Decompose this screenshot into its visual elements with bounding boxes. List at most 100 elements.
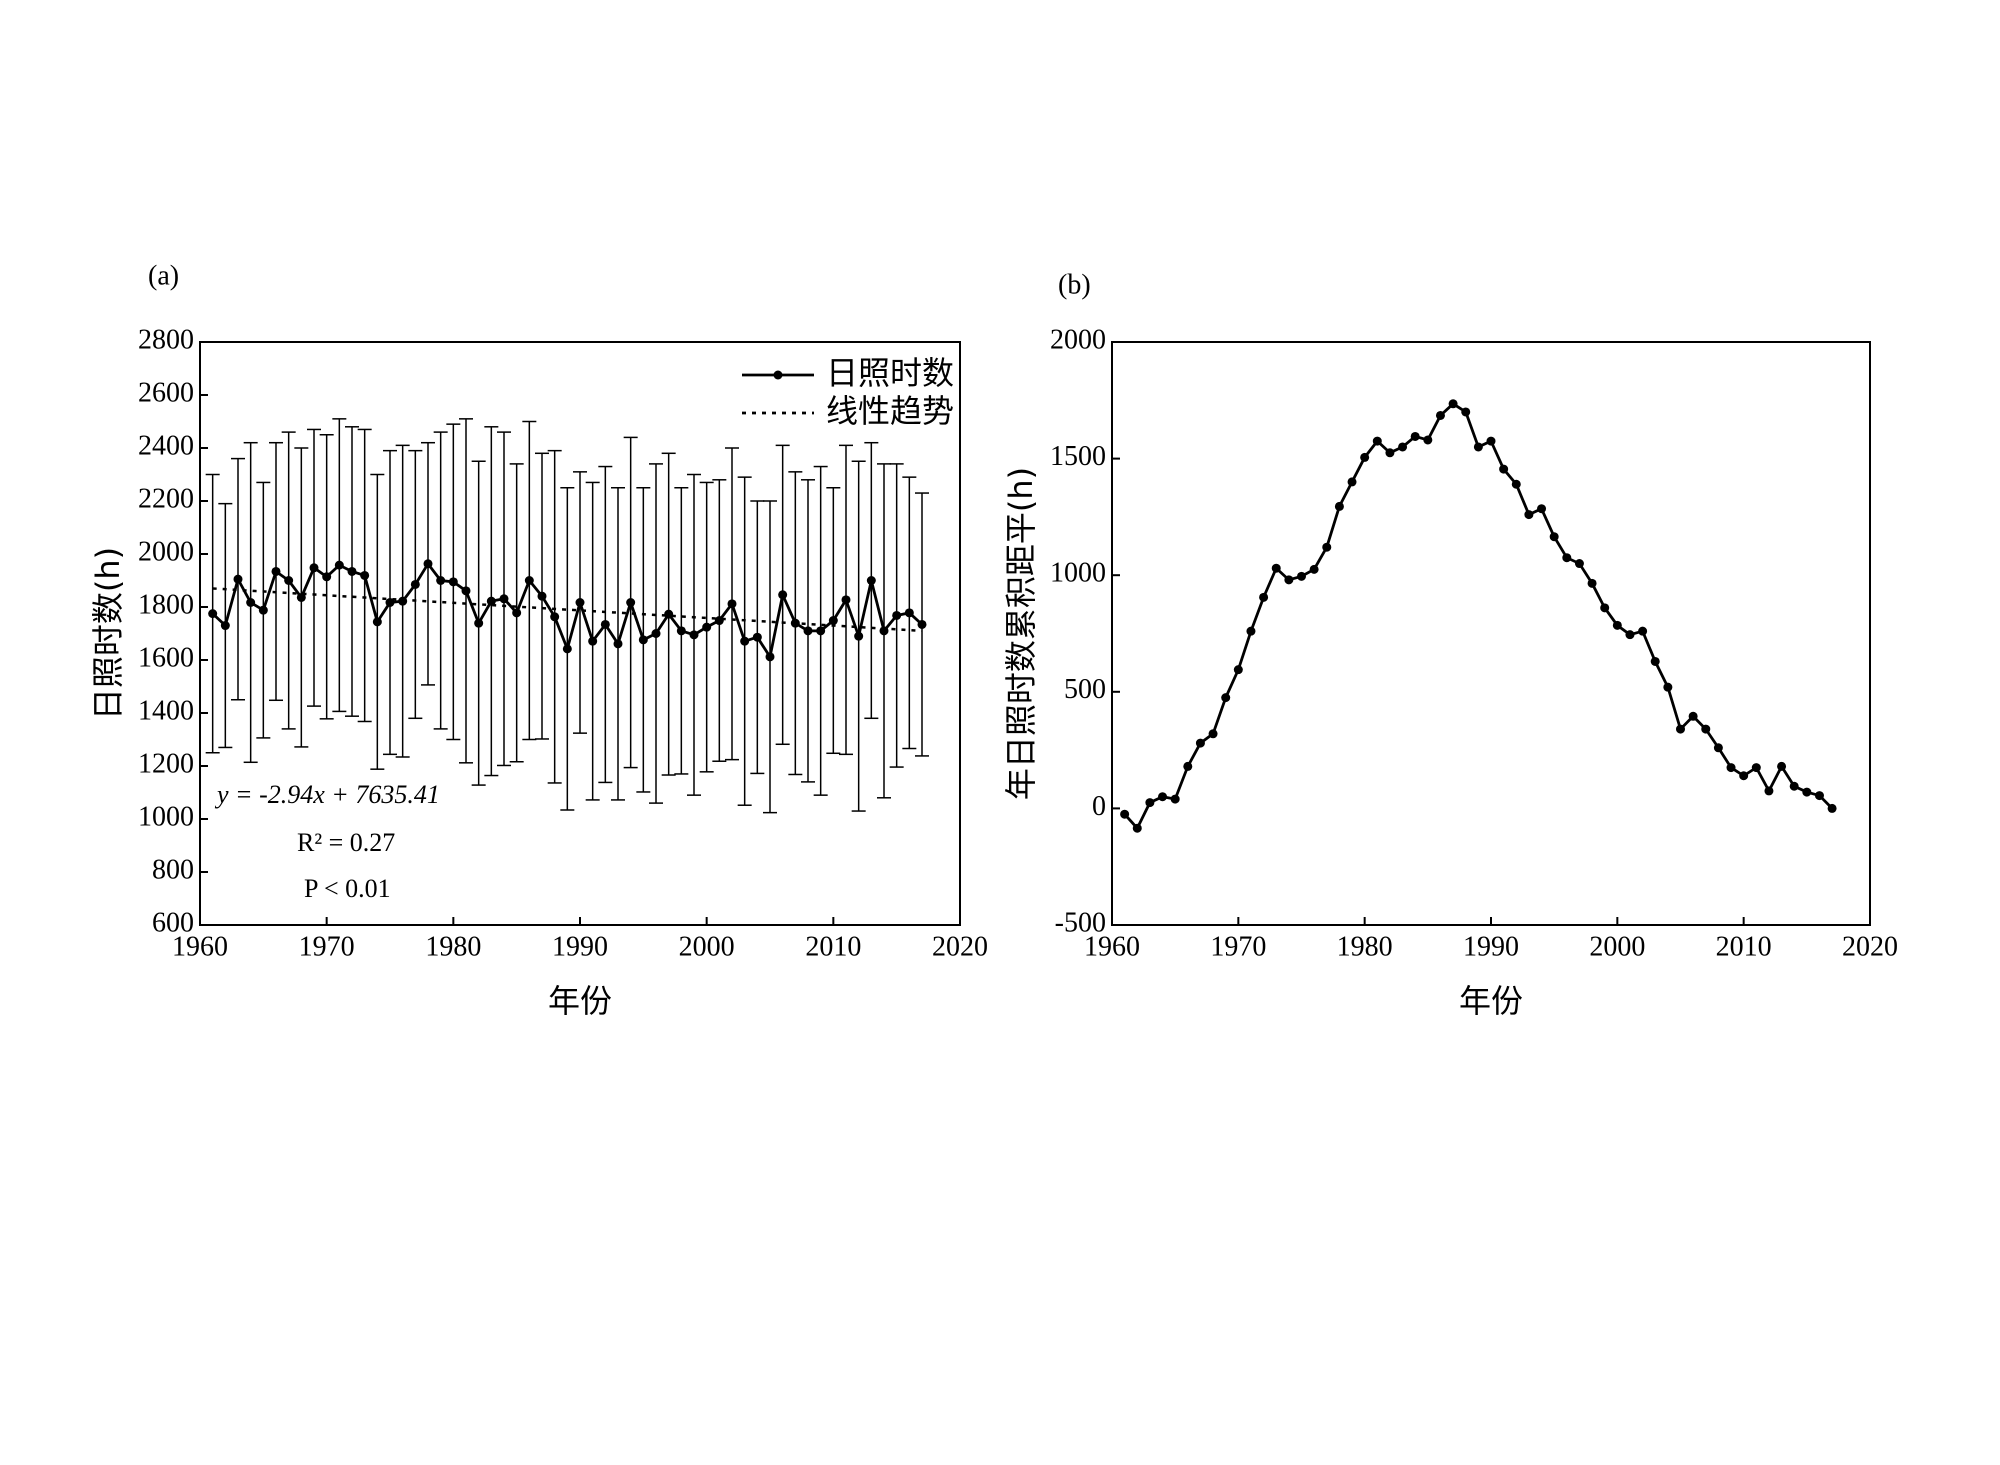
y-tick-label: 600 [152, 907, 194, 938]
point [1297, 571, 1306, 581]
point [892, 610, 902, 620]
y-tick-label: 2600 [138, 377, 194, 408]
point [1600, 603, 1610, 613]
x-tick-label: 1970 [1210, 931, 1266, 962]
point [1676, 724, 1685, 734]
point [626, 597, 636, 607]
y-tick-label: 2800 [138, 324, 194, 355]
point [1347, 477, 1357, 487]
point [1537, 504, 1547, 514]
x-tick-label: 1960 [1084, 931, 1140, 962]
point [347, 566, 357, 576]
point [1322, 542, 1332, 552]
point [1221, 693, 1231, 703]
point [765, 652, 775, 662]
legend-label: 线性趋势 [826, 392, 954, 430]
point [1259, 592, 1269, 602]
x-tick-label: 1990 [552, 931, 608, 962]
point [1183, 761, 1193, 771]
point [1650, 656, 1660, 666]
point [727, 599, 737, 609]
x-axis-label: 年份 [548, 982, 612, 1020]
x-tick-label: 1960 [172, 931, 228, 962]
point [1486, 436, 1496, 446]
point [1132, 823, 1142, 833]
point [613, 639, 623, 649]
point [309, 563, 319, 573]
annotation: P < 0.01 [304, 874, 391, 903]
y-tick-label: 1500 [1050, 441, 1106, 472]
point [1751, 763, 1761, 773]
point [1423, 435, 1433, 445]
point [1284, 575, 1294, 585]
y-tick-label: 1000 [1050, 558, 1106, 589]
point [1246, 626, 1256, 636]
point [676, 626, 686, 636]
point [1739, 771, 1749, 781]
point [1802, 787, 1812, 797]
point [1410, 431, 1420, 441]
point [1625, 630, 1635, 640]
point [360, 570, 370, 580]
point [803, 626, 813, 636]
point [740, 636, 750, 646]
point [512, 608, 522, 618]
point [436, 576, 446, 585]
point [904, 608, 914, 618]
x-tick-label: 1990 [1463, 931, 1519, 962]
point [1663, 682, 1673, 692]
point [1713, 743, 1723, 753]
y-tick-label: 2000 [138, 536, 194, 567]
point [334, 560, 344, 570]
point [1334, 501, 1344, 511]
point [246, 597, 256, 607]
point [1208, 729, 1218, 739]
x-tick-label: 2010 [1716, 931, 1772, 962]
point [664, 609, 674, 619]
point [752, 632, 762, 642]
point [1612, 620, 1622, 630]
annotation: R² = 0.27 [297, 828, 395, 857]
point [448, 577, 458, 587]
y-tick-label: 800 [152, 854, 194, 885]
point [284, 576, 294, 585]
point [1448, 399, 1458, 409]
point [866, 576, 876, 585]
point [1309, 564, 1319, 574]
point [575, 597, 585, 607]
point [233, 574, 243, 584]
point [562, 644, 572, 654]
point [1435, 410, 1445, 420]
point [841, 595, 851, 605]
y-tick-label: 500 [1064, 674, 1106, 705]
point [651, 629, 661, 638]
y-tick-label: 1600 [138, 642, 194, 673]
point [271, 566, 281, 576]
point [1473, 442, 1483, 452]
point [537, 591, 547, 601]
point [423, 559, 433, 569]
point [486, 596, 496, 606]
point [1827, 803, 1837, 813]
point [702, 622, 712, 632]
point [474, 618, 484, 628]
y-tick-label: 1800 [138, 589, 194, 620]
x-tick-label: 1970 [299, 931, 355, 962]
point [1385, 448, 1395, 458]
x-tick-label: 2020 [1842, 931, 1898, 962]
y-tick-label: 1000 [138, 801, 194, 832]
point [1461, 407, 1471, 417]
y-tick-label: 2200 [138, 483, 194, 514]
point [1271, 563, 1281, 573]
series-line [1123, 402, 1834, 831]
panel-label: (a) [148, 260, 179, 291]
point [550, 612, 560, 622]
point [1701, 724, 1711, 734]
y-tick-label: -500 [1055, 907, 1106, 938]
point [600, 619, 610, 629]
point [1574, 559, 1584, 569]
point [1814, 791, 1824, 801]
y-axis-label: 日照时数(h) [89, 547, 127, 720]
